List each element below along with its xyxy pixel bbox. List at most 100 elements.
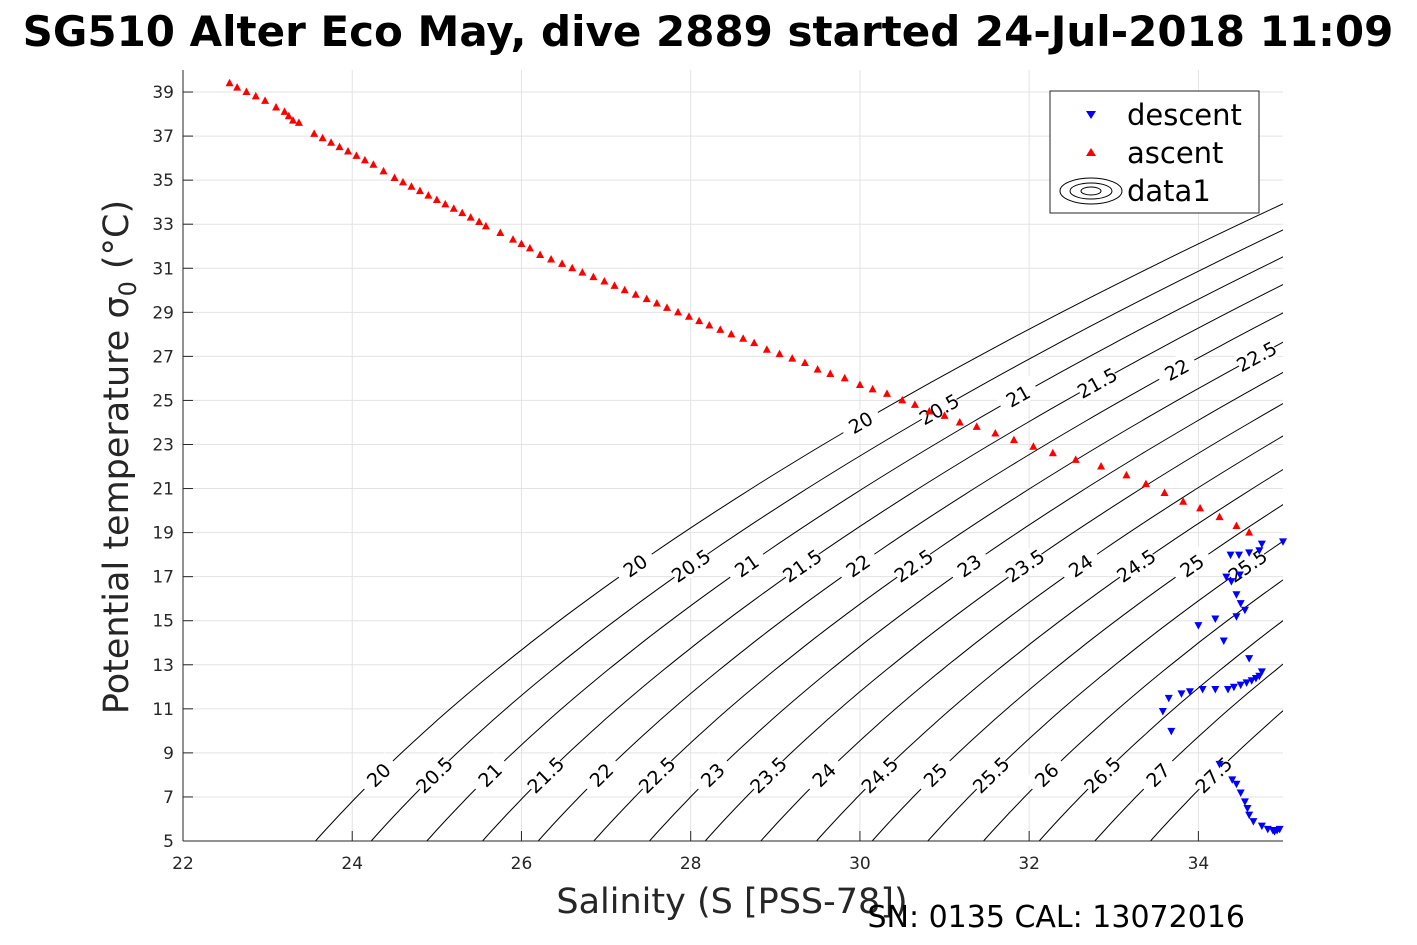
isopycnal-line xyxy=(704,403,1283,841)
x-axis-ticks: 22 24 26 28 30 32 34 xyxy=(172,831,1209,874)
y-tick-label: 5 xyxy=(163,832,174,852)
ascent-point xyxy=(600,276,609,285)
y-tick-label: 31 xyxy=(152,259,174,279)
ascent-point xyxy=(310,129,319,137)
ascent-point xyxy=(424,191,433,199)
ascent-point xyxy=(475,217,484,225)
y-tick-label: 27 xyxy=(152,347,174,367)
ascent-point xyxy=(233,83,242,91)
descent-point xyxy=(1235,551,1243,560)
ascent-point xyxy=(739,334,748,342)
descent-point xyxy=(1219,637,1228,646)
legend-descent-marker xyxy=(1086,111,1096,119)
descent-point xyxy=(1255,672,1264,681)
descent-point xyxy=(1228,776,1237,784)
isopycnal-line xyxy=(593,341,1283,841)
ascent-point xyxy=(558,259,567,267)
y-tick-label: 13 xyxy=(152,656,174,676)
ascent-point xyxy=(855,380,864,389)
ascent-point xyxy=(251,91,260,100)
y-axis-label-subscript: 0 xyxy=(114,281,142,296)
y-axis-ticks: 5 7 9 11 13 15 17 19 21 23 25 27 29 31 33 35 37 39 xyxy=(152,83,193,852)
descent-point xyxy=(1240,798,1249,806)
ascent-point xyxy=(578,268,587,276)
ascent-point xyxy=(685,312,693,320)
legend-ascent-label: ascent xyxy=(1127,136,1223,170)
ascent-point xyxy=(883,389,891,397)
isopycnal-label: 25 xyxy=(912,752,957,796)
y-tick-label: 39 xyxy=(152,83,174,103)
ascent-point xyxy=(1048,448,1057,457)
ascent-point xyxy=(788,354,797,362)
ascent-point xyxy=(525,243,534,252)
descent-point xyxy=(1158,708,1167,716)
ascent-point xyxy=(727,329,736,338)
ascent-point xyxy=(261,96,270,104)
descent-point xyxy=(1257,668,1266,676)
ascent-point xyxy=(1029,442,1038,450)
descent-point xyxy=(1229,683,1238,692)
ascent-point xyxy=(1160,488,1169,496)
descent-point xyxy=(1215,760,1224,769)
ascent-point xyxy=(242,87,251,96)
ascent-point xyxy=(813,365,822,373)
legend: descent ascent data1 xyxy=(1049,90,1260,214)
descent-point xyxy=(1211,615,1220,624)
ascent-point xyxy=(868,384,877,393)
ascent-point xyxy=(826,369,835,377)
descent-point xyxy=(1257,822,1266,831)
ascent-point xyxy=(1196,503,1205,512)
legend-box xyxy=(1049,90,1260,214)
descent-point xyxy=(1211,686,1220,694)
y-tick-label: 15 xyxy=(152,612,174,632)
ascent-point xyxy=(1071,455,1080,463)
y-tick-label: 9 xyxy=(163,744,174,764)
isopycnal-line xyxy=(370,229,1283,841)
isopycnal-line xyxy=(760,435,1283,841)
ascent-point xyxy=(631,290,640,298)
ascent-point xyxy=(379,166,388,175)
descent-point xyxy=(1251,674,1260,683)
descent-point xyxy=(1245,549,1254,557)
y-tick-label: 25 xyxy=(152,391,174,411)
legend-descent-label: descent xyxy=(1127,98,1242,132)
axes xyxy=(182,70,1283,842)
descent-point xyxy=(1227,578,1236,586)
ascent-point xyxy=(352,151,361,159)
ascent-point xyxy=(458,208,467,217)
ascent-point xyxy=(280,107,289,115)
isopycnal-line xyxy=(816,468,1283,841)
ascent-point xyxy=(910,400,919,408)
grid-lines xyxy=(182,70,1283,842)
ascent-point xyxy=(800,358,809,366)
ascent-point xyxy=(390,173,399,181)
isopycnal-line xyxy=(1150,710,1283,841)
x-tick-label: 34 xyxy=(1188,854,1210,874)
x-tick-label: 22 xyxy=(172,854,194,874)
descent-point xyxy=(1236,681,1245,690)
x-tick-label: 28 xyxy=(680,854,702,874)
x-tick-label: 30 xyxy=(849,854,871,874)
ascent-point xyxy=(775,349,784,358)
ascent-point xyxy=(415,186,424,195)
descent-point xyxy=(1164,694,1173,703)
ascent-point xyxy=(991,428,1000,437)
x-tick-label: 24 xyxy=(341,854,363,874)
legend-data1-marker xyxy=(1059,177,1123,205)
x-tick-label: 32 xyxy=(1018,854,1040,874)
ascent-point xyxy=(225,78,234,87)
ascent-point xyxy=(1179,497,1188,505)
ascent-point xyxy=(620,285,629,294)
ascent-point xyxy=(705,321,714,329)
ascent-point xyxy=(399,177,407,186)
ascent-point xyxy=(517,239,526,248)
ascent-point xyxy=(1232,521,1241,529)
isopycnal-line xyxy=(537,312,1283,841)
legend-data1-label: data1 xyxy=(1127,174,1211,208)
descent-point xyxy=(1235,571,1244,579)
descent-point xyxy=(1226,551,1235,560)
descent-series xyxy=(1158,538,1287,836)
ascent-point xyxy=(750,338,759,347)
y-tick-label: 21 xyxy=(152,480,174,500)
